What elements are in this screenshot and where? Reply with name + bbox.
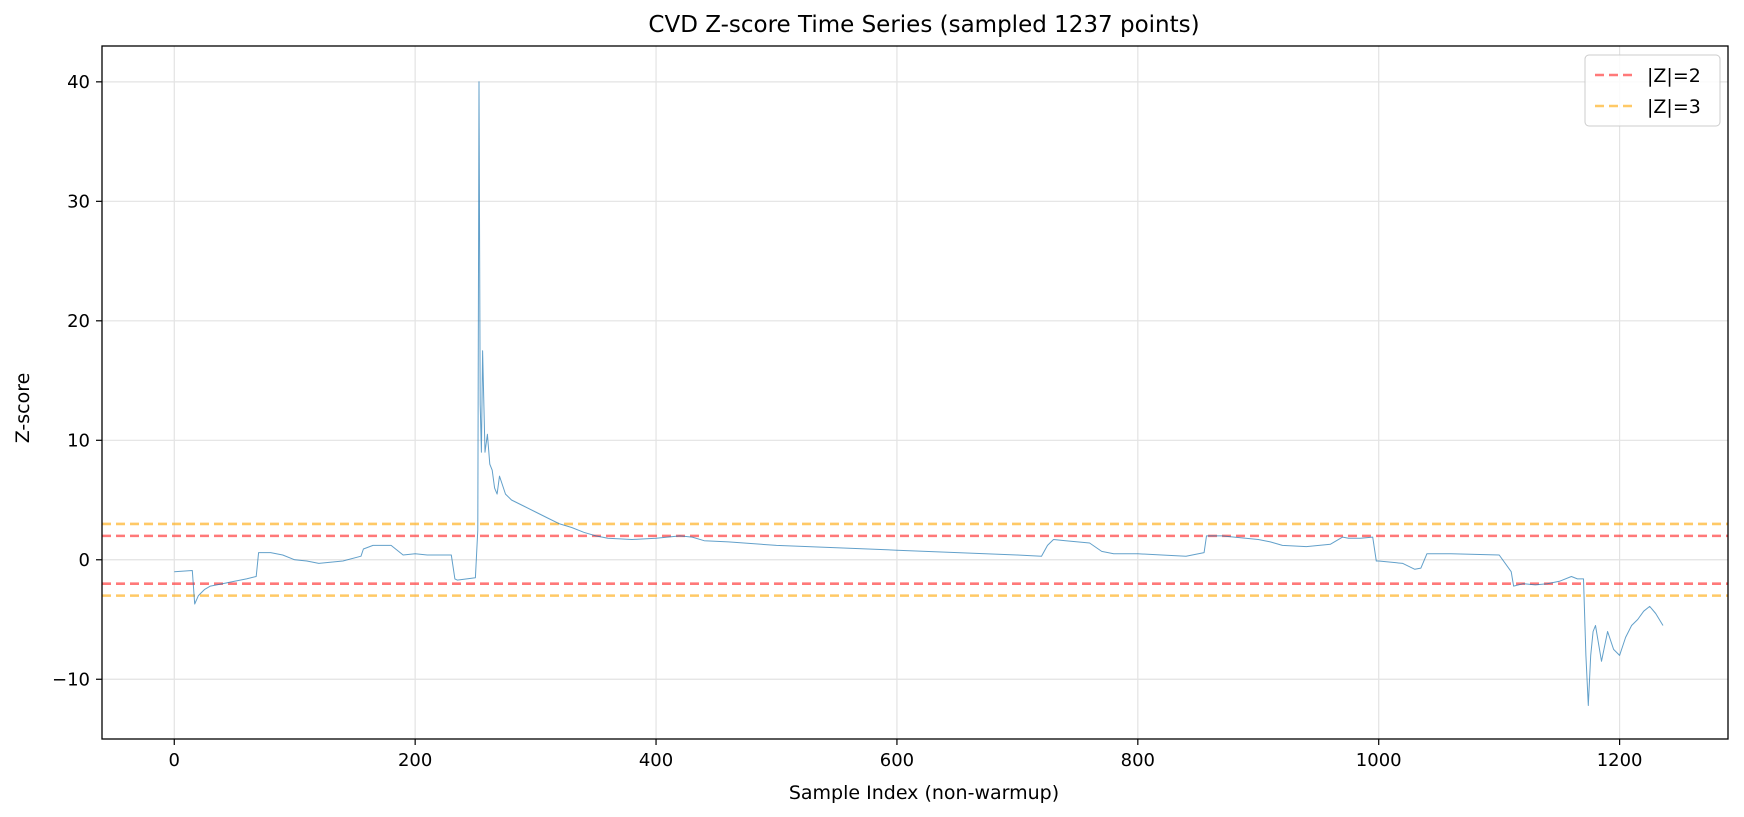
x-tick-label: 200 bbox=[398, 750, 432, 771]
threshold-lines bbox=[102, 522, 1728, 597]
series-line-0 bbox=[174, 81, 1664, 706]
y-tick-label: 10 bbox=[67, 430, 90, 451]
y-tick-label: 0 bbox=[79, 550, 90, 571]
y-tick-label: −10 bbox=[52, 669, 90, 690]
x-tick-label: 0 bbox=[169, 750, 180, 771]
y-tick-label: 20 bbox=[67, 311, 90, 332]
x-tick-label: 600 bbox=[880, 750, 914, 771]
y-tick-label: 30 bbox=[67, 191, 90, 212]
x-tick-label: 800 bbox=[1121, 750, 1155, 771]
x-tick-label: 1000 bbox=[1356, 750, 1402, 771]
series-layer bbox=[174, 81, 1664, 706]
ticks: 0 200 400 600 800 1000 1200 −10 0 10 20 30 40 bbox=[52, 72, 1643, 771]
y-axis-title: Z-score bbox=[12, 373, 34, 444]
x-tick-label: 400 bbox=[639, 750, 673, 771]
x-axis-title: Sample Index (non-warmup) bbox=[789, 782, 1059, 804]
y-tick-label: 40 bbox=[67, 72, 90, 93]
plot-frame bbox=[101, 45, 1729, 740]
legend-label: |Z|=2 bbox=[1647, 65, 1701, 87]
legend-box bbox=[1584, 54, 1721, 127]
legend-label: |Z|=3 bbox=[1647, 96, 1701, 118]
chart-title: CVD Z-score Time Series (sampled 1237 po… bbox=[648, 12, 1199, 38]
grid bbox=[102, 46, 1728, 739]
legend: |Z|=2 |Z|=3 bbox=[1584, 54, 1721, 127]
x-tick-label: 1200 bbox=[1597, 750, 1643, 771]
